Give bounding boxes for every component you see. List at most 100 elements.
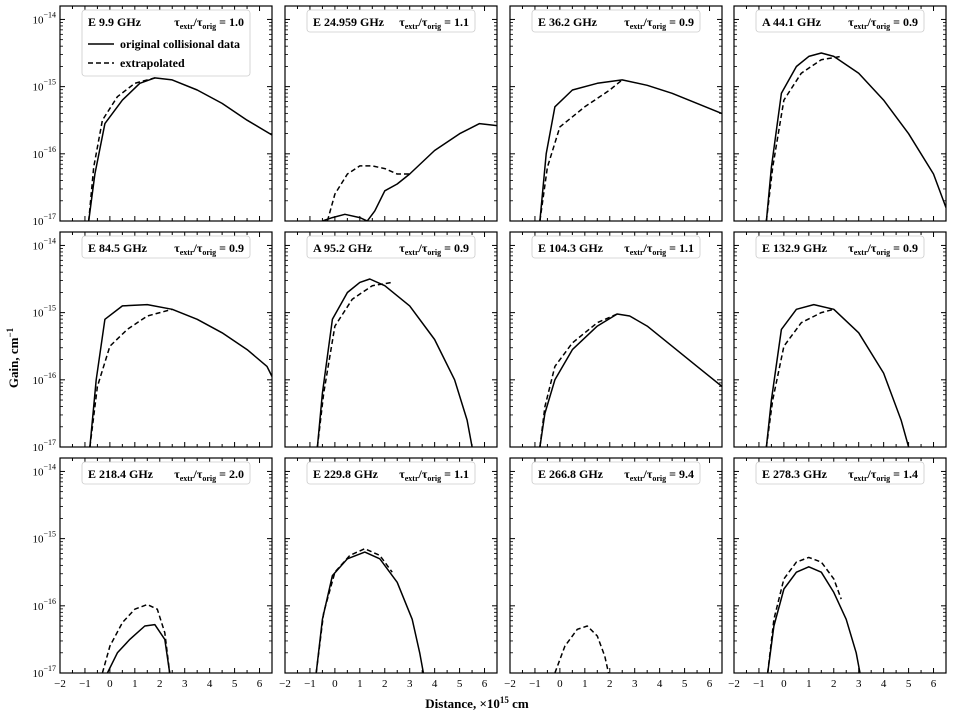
x-tick-label: 5 xyxy=(457,678,463,690)
panel-5: 10−14 10−15 10−16 10−17 E 84.5 GHz τextr/τori… xyxy=(32,231,273,454)
panel-11: −2 −1 0 1 2 3 4 5 6 E 266.8 GHz τextr/τorig = 9.4 xyxy=(504,457,723,690)
panel-8: E 132.9 GHz τextr/τorig = 0.9 xyxy=(733,231,947,448)
panel-4: A 44.1 GHz τextr/τorig = 0.9 xyxy=(733,5,947,222)
y-tick-label: 10−17 xyxy=(32,664,56,680)
original-curve xyxy=(765,52,946,221)
x-tick-label: −2 xyxy=(279,678,291,690)
x-tick-label: 4 xyxy=(881,678,887,690)
panel-title: E 104.3 GHz xyxy=(538,241,604,255)
y-tick-label: 10−15 xyxy=(32,78,56,94)
title-box xyxy=(306,9,476,33)
tau-ratio: τextr/τorig = 1.1 xyxy=(399,467,469,483)
y-tick-label: 10−14 xyxy=(32,462,56,478)
plot-frame xyxy=(509,457,723,674)
x-tick-label: 1 xyxy=(132,678,138,690)
y-tick-label: 10−14 xyxy=(32,10,56,26)
x-tick-label: 6 xyxy=(257,678,263,690)
extrapolated-curve xyxy=(765,55,842,221)
x-tick-label: −2 xyxy=(54,678,66,690)
panel-title: E 132.9 GHz xyxy=(762,241,828,255)
panel-title: E 278.3 GHz xyxy=(762,467,828,481)
x-tick-label: −1 xyxy=(79,678,91,690)
plot-frame xyxy=(509,5,723,222)
tau-ratio: τextr/τorig = 0.9 xyxy=(174,241,244,257)
panel-7: E 104.3 GHz τextr/τorig = 1.1 xyxy=(509,231,723,448)
panel-title: E 36.2 GHz xyxy=(538,15,598,29)
y-tick-label: 10−15 xyxy=(32,304,56,320)
plot-frame xyxy=(733,231,947,448)
extrapolated-curve xyxy=(315,547,393,673)
tau-ratio: τextr/τorig = 0.9 xyxy=(848,241,918,257)
y-tick-label: 10−17 xyxy=(32,212,56,228)
title-box xyxy=(306,461,476,485)
panel-title: A 95.2 GHz xyxy=(313,241,373,255)
x-tick-label: 4 xyxy=(207,678,213,690)
original-curve xyxy=(322,122,497,221)
tau-ratio: τextr/τorig = 1.4 xyxy=(848,467,918,483)
x-tick-label: 2 xyxy=(607,678,613,690)
y-tick-label: 10−15 xyxy=(32,530,56,546)
original-curve xyxy=(87,77,272,221)
plot-frame xyxy=(284,5,498,222)
title-box xyxy=(306,235,476,259)
original-curve xyxy=(539,79,722,221)
legend-box xyxy=(81,9,251,77)
extrapolated-curve xyxy=(539,79,623,221)
x-tick-label: 2 xyxy=(382,678,388,690)
tau-ratio: τextr/τorig = 0.9 xyxy=(399,241,469,257)
tau-ratio: τextr/τorig = 0.9 xyxy=(624,15,694,31)
title-box xyxy=(531,9,701,33)
x-tick-label: 3 xyxy=(182,678,188,690)
panel-title: E 24.959 GHz xyxy=(313,15,385,29)
original-curve xyxy=(89,303,272,447)
panel-9: −2 −1 0 1 2 3 4 5 6 10−14 10−15 10−16 10−17 E 218.4 G… xyxy=(32,457,273,690)
extrapolated-curve xyxy=(326,165,410,221)
x-tick-label: 2 xyxy=(157,678,163,690)
panel-6: A 95.2 GHz τextr/τorig = 0.9 xyxy=(284,231,498,448)
x-tick-label: 1 xyxy=(582,678,588,690)
tau-ratio: τextr/τorig = 1.1 xyxy=(624,241,694,257)
original-curve xyxy=(766,566,861,673)
x-tick-label: 0 xyxy=(781,678,787,690)
panel-3: E 36.2 GHz τextr/τorig = 0.9 xyxy=(509,5,723,222)
original-curve xyxy=(765,303,910,447)
original-curve xyxy=(539,313,722,447)
panel-12: −2 −1 0 1 2 3 4 5 6 E 278.3 GHz τextr/τorig = 1.4 xyxy=(728,457,947,690)
original-curve xyxy=(315,551,425,673)
panel-title: E 9.9 GHz xyxy=(88,15,142,29)
extrapolated-curve xyxy=(554,625,610,673)
x-tick-label: 3 xyxy=(407,678,413,690)
x-tick-label: 5 xyxy=(232,678,238,690)
panel-title: E 218.4 GHz xyxy=(88,467,154,481)
x-tick-label: 3 xyxy=(856,678,862,690)
title-box xyxy=(755,235,925,259)
x-tick-label: 5 xyxy=(682,678,688,690)
panel-10: −2 −1 0 1 2 3 4 5 6 E 229.8 GHz τextr/τorig = 1.1 xyxy=(279,457,498,690)
panel-title: E 229.8 GHz xyxy=(313,467,379,481)
extrapolated-curve xyxy=(89,308,173,447)
title-box xyxy=(531,235,701,259)
x-tick-label: −2 xyxy=(504,678,516,690)
tau-ratio: τextr/τorig = 1.1 xyxy=(399,15,469,31)
panel-title: E 84.5 GHz xyxy=(88,241,148,255)
x-tick-label: 0 xyxy=(557,678,563,690)
x-tick-label: 1 xyxy=(806,678,812,690)
legend-extrapolated-label: extrapolated xyxy=(120,56,185,70)
title-box xyxy=(755,9,925,33)
x-tick-label: 1 xyxy=(357,678,363,690)
panel-1: 10−14 10−15 10−16 10−17 E 9.9 GHz τextr/τorig… xyxy=(32,5,273,228)
plot-frame xyxy=(733,457,947,674)
extrapolated-curve xyxy=(765,308,834,447)
tau-ratio: τextr/τorig = 0.9 xyxy=(848,15,918,31)
extrapolated-curve xyxy=(316,281,393,447)
x-tick-label: 6 xyxy=(707,678,713,690)
tau-ratio: τextr/τorig = 2.0 xyxy=(174,467,244,483)
y-tick-label: 10−16 xyxy=(32,371,56,387)
plot-frame xyxy=(733,5,947,222)
x-tick-label: −1 xyxy=(753,678,765,690)
y-tick-label: 10−14 xyxy=(32,236,56,252)
plot-frame xyxy=(284,457,498,674)
original-curve xyxy=(106,623,171,673)
x-tick-label: −1 xyxy=(304,678,316,690)
